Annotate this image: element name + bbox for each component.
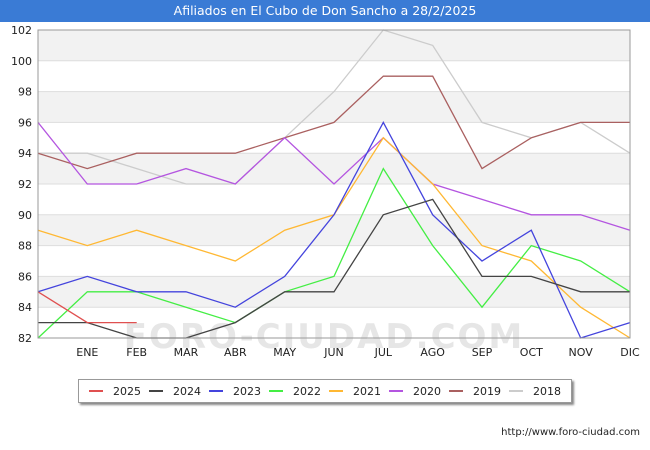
- legend-swatch: [449, 390, 463, 392]
- x-tick-label: AGO: [420, 346, 445, 359]
- plot-border: [37, 29, 631, 339]
- x-tick-label: MAY: [273, 346, 296, 359]
- legend-label: 2019: [473, 384, 501, 398]
- legend-label: 2023: [233, 384, 261, 398]
- series-line-2023: [37, 121, 631, 339]
- chart-title: Afiliados en El Cubo de Don Sancho a 28/…: [0, 0, 650, 22]
- grid-band: [38, 153, 630, 184]
- legend-item-2020: 2020: [389, 385, 441, 398]
- x-tick-label: ABR: [224, 346, 247, 359]
- legend-item-2019: 2019: [449, 385, 501, 398]
- legend-item-2023: 2023: [209, 385, 261, 398]
- legend-swatch: [269, 390, 283, 392]
- y-tick-label: 98: [18, 86, 32, 99]
- x-tick-label: MAR: [174, 346, 199, 359]
- grid-band: [38, 214, 630, 246]
- legend-label: 2018: [533, 384, 561, 398]
- x-tick-label: SEP: [472, 346, 493, 359]
- grid-band: [38, 91, 630, 123]
- legend-item-2024: 2024: [149, 385, 201, 398]
- legend-label: 2024: [173, 384, 201, 398]
- x-tick-label: ENE: [76, 346, 98, 359]
- x-tick-label: NOV: [569, 346, 594, 359]
- x-tick-label: FEB: [126, 346, 147, 359]
- legend-swatch: [89, 390, 103, 392]
- legend-swatch: [329, 390, 343, 392]
- legend-label: 2021: [353, 384, 381, 398]
- series-line-2025: [37, 291, 137, 324]
- legend-item-2022: 2022: [269, 385, 321, 398]
- source-credit: http://www.foro-ciudad.com: [501, 427, 640, 438]
- y-tick-label: 82: [18, 332, 32, 345]
- legend-swatch: [209, 390, 223, 392]
- series-line-2019: [37, 75, 630, 170]
- legend-swatch: [509, 390, 523, 392]
- x-tick-label: OCT: [520, 346, 543, 359]
- y-tick-label: 92: [18, 178, 32, 191]
- legend-swatch: [389, 390, 403, 392]
- y-tick-label: 90: [18, 209, 32, 222]
- y-tick-label: 96: [18, 116, 32, 129]
- y-tick-label: 88: [18, 240, 32, 253]
- x-tick-label: JUN: [323, 346, 344, 359]
- y-tick-label: 86: [18, 270, 32, 283]
- x-tick-label: DIC: [620, 346, 640, 359]
- legend-label: 2025: [113, 384, 141, 398]
- y-tick-label: 100: [11, 55, 32, 68]
- line-chart: FORO-CIUDAD.COM828486889092949698100102E…: [11, 24, 640, 359]
- series-line-2020: [37, 121, 631, 231]
- y-tick-label: 84: [18, 301, 32, 314]
- chart-legend: 2025 2024 2023 2022 2021 2020 2019 2018: [78, 379, 572, 403]
- legend-item-2025: 2025: [89, 385, 141, 398]
- x-tick-label: JUL: [374, 346, 393, 359]
- legend-swatch: [149, 390, 163, 392]
- legend-item-2021: 2021: [329, 385, 381, 398]
- legend-item-2018: 2018: [509, 385, 561, 398]
- legend-label: 2020: [413, 384, 441, 398]
- y-tick-label: 102: [11, 24, 32, 37]
- legend-label: 2022: [293, 384, 321, 398]
- grid-band: [38, 30, 630, 61]
- y-tick-label: 94: [18, 147, 32, 160]
